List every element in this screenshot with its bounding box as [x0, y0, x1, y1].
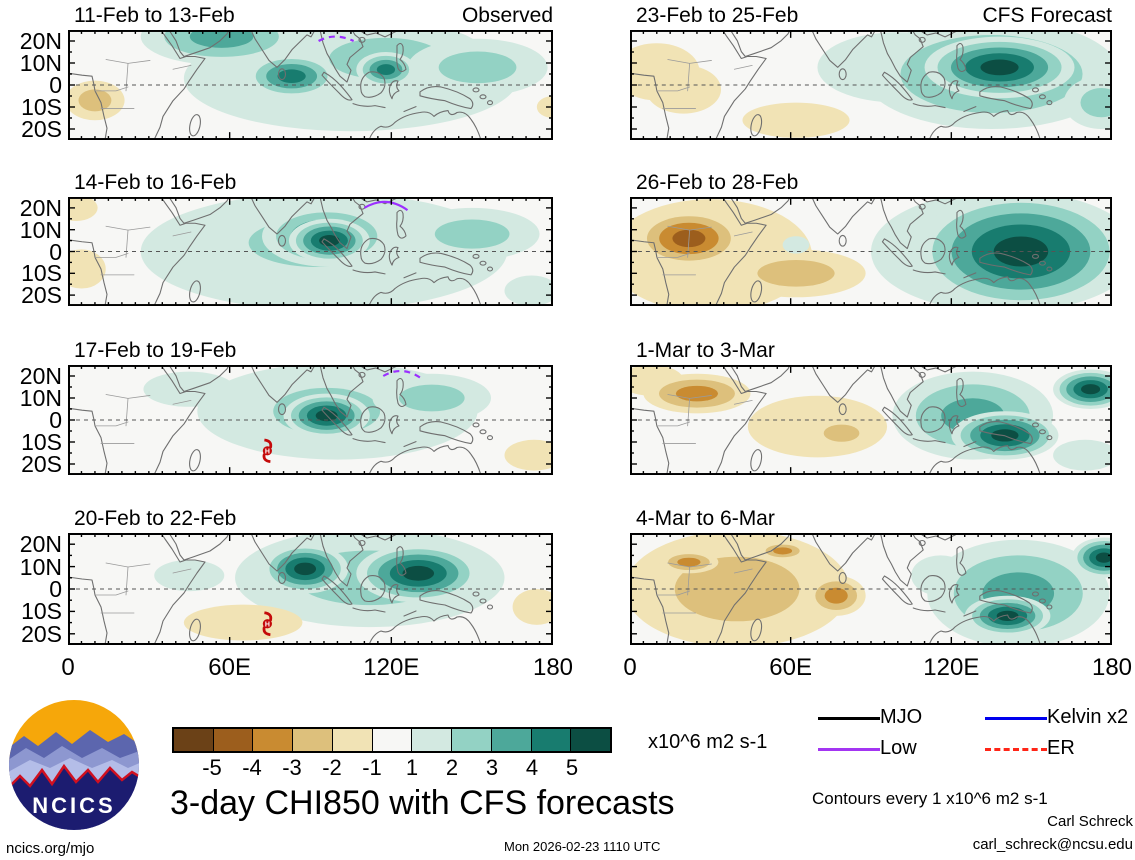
map-panel-fc-3	[630, 365, 1112, 475]
panel-title: 1-Mar to 3-Mar	[636, 339, 775, 362]
panel-title: 11-Feb to 13-Feb	[74, 4, 235, 27]
author-email: carl_schreck@ncsu.edu	[972, 836, 1133, 853]
colorbar-tick-label: -3	[282, 755, 302, 780]
y-axis-label: 10S	[21, 94, 62, 120]
x-axis-label: 0	[61, 654, 75, 681]
map-panel-obs-2	[68, 197, 553, 306]
colorbar-segment	[372, 729, 413, 751]
colorbar-segment	[293, 729, 333, 751]
tropical-cyclone-icon: H	[262, 611, 273, 637]
colorbar-tick-label: -5	[202, 755, 222, 780]
colorbar-tick-label: 5	[565, 755, 579, 780]
colorbar-tick-label: 3	[485, 755, 499, 780]
y-axis-label: 10N	[19, 216, 62, 243]
y-axis-label: 10S	[21, 598, 62, 625]
colorbar-tick-label: -2	[322, 755, 342, 780]
svg-text:H: H	[265, 621, 270, 628]
colorbar-tick-label: 1	[405, 755, 419, 780]
column-label-observed: Observed	[461, 4, 553, 27]
low-contour	[363, 200, 409, 211]
y-axis-label: 20S	[21, 451, 62, 477]
svg-text:H: H	[265, 448, 270, 455]
x-axis-label: 180	[532, 654, 574, 681]
x-axis-label: 0	[623, 654, 637, 681]
y-axis-label: 20N	[19, 194, 62, 221]
x-axis-label: 120E	[363, 654, 420, 681]
legend-label-low: Low	[880, 737, 917, 759]
panel-title: 23-Feb to 25-Feb	[636, 4, 799, 27]
panel-title: 4-Mar to 6-Mar	[636, 507, 775, 530]
colorbar-tick-label: 4	[525, 755, 539, 780]
author-credit: Carl Schreck	[1047, 813, 1133, 830]
map-panel-obs-1	[68, 30, 553, 140]
y-axis-label: 20N	[19, 363, 62, 389]
timestamp: Mon 2026-02-23 1110 UTC	[504, 839, 661, 854]
panel-title: 26-Feb to 28-Feb	[636, 171, 799, 194]
y-axis-label: 0	[49, 238, 62, 265]
x-axis-label: 60E	[769, 654, 812, 681]
map-panel-fc-4	[630, 533, 1112, 645]
site-link: ncics.org/mjo	[6, 840, 95, 857]
colorbar-units: x10^6 m2 s-1	[648, 731, 768, 753]
y-axis-label: 20S	[21, 116, 62, 142]
y-axis-label: 20N	[19, 531, 62, 558]
legend-label-kelvin: Kelvin x2	[1047, 706, 1129, 728]
y-axis-label: 10S	[21, 429, 62, 455]
colorbar-segment	[491, 729, 532, 751]
y-axis-label: 0	[49, 407, 62, 433]
map-panel-fc-2	[630, 197, 1112, 306]
colorbar-segment	[571, 729, 611, 751]
x-axis-label: 180	[1091, 654, 1133, 681]
colorbar-segment	[174, 729, 214, 751]
logo-text: NCICS	[32, 793, 115, 818]
low-contour	[382, 369, 422, 380]
figure-title: 3-day CHI850 with CFS forecasts	[170, 784, 675, 822]
panel-title: 14-Feb to 16-Feb	[74, 171, 237, 194]
x-axis-label: 60E	[208, 654, 251, 681]
legend-label-mjo: MJO	[880, 706, 923, 728]
panel-title: 20-Feb to 22-Feb	[74, 507, 237, 530]
colorbar-gradient	[172, 727, 612, 753]
colorbar-tick-label: -1	[362, 755, 382, 780]
ncics-logo: NCICS	[8, 696, 142, 836]
colorbar: -5 -4 -3 -2 -1 1 2 3 4 5	[172, 727, 642, 787]
colorbar-segment	[253, 729, 294, 751]
y-axis-label: 0	[49, 576, 62, 602]
colorbar-segment	[452, 729, 492, 751]
legend-line-mjo	[818, 717, 880, 720]
map-panel-obs-3: H	[68, 365, 553, 475]
contour-note: Contours every 1 x10^6 m2 s-1	[812, 789, 1048, 808]
legend-line-kelvin	[985, 717, 1047, 720]
tropical-cyclone-icon: H	[262, 438, 273, 463]
colorbar-segment	[412, 729, 453, 751]
y-axis-label: 10N	[19, 50, 62, 76]
legend-line-er	[985, 748, 1047, 751]
colorbar-segment	[531, 729, 572, 751]
colorbar-tick-label: 2	[445, 755, 459, 780]
y-axis-label: 20N	[19, 28, 62, 54]
colorbar-tick-label: -4	[242, 755, 262, 780]
map-panel-obs-4: H	[68, 533, 553, 645]
column-label-forecast: CFS Forecast	[982, 4, 1112, 27]
y-axis-label: 0	[49, 72, 62, 98]
map-panel-fc-1	[630, 30, 1112, 140]
y-axis-label: 20S	[21, 282, 62, 309]
y-axis-label: 20S	[21, 620, 62, 647]
low-contour	[318, 35, 355, 42]
panel-title: 17-Feb to 19-Feb	[74, 339, 237, 362]
colorbar-segment	[332, 729, 373, 751]
x-axis-label: 120E	[923, 654, 980, 681]
y-axis-label: 10N	[19, 553, 62, 580]
colorbar-segment	[213, 729, 254, 751]
y-axis-label: 10N	[19, 385, 62, 411]
legend-label-er: ER	[1047, 737, 1075, 759]
y-axis-label: 10S	[21, 260, 62, 287]
legend-line-low	[818, 748, 880, 751]
